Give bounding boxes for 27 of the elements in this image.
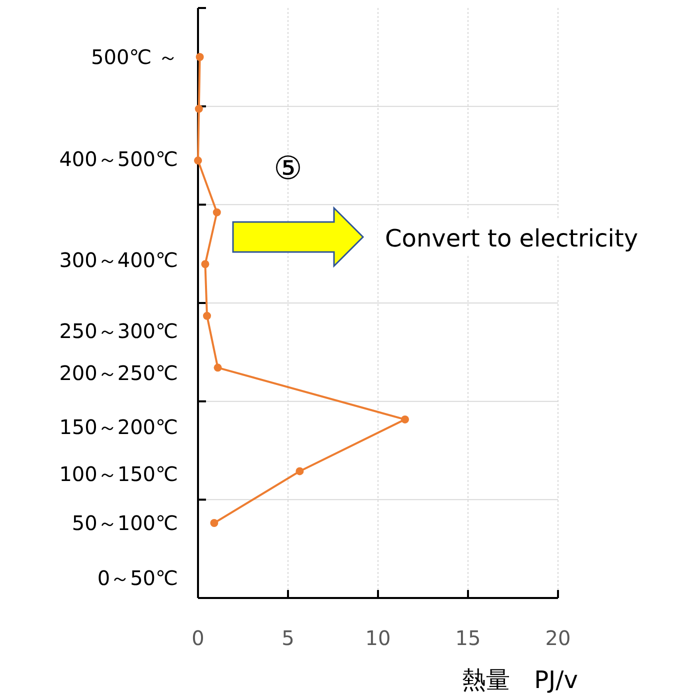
annotation: Convert to electricity	[385, 224, 638, 252]
text: 400～500℃	[59, 147, 178, 171]
point	[214, 364, 222, 372]
x-tick-label: 15	[455, 626, 481, 650]
point	[212, 208, 221, 216]
annotation: ⑤	[274, 149, 302, 188]
point	[201, 260, 210, 268]
text: 200～250℃	[59, 361, 178, 385]
point	[203, 312, 211, 320]
point	[194, 156, 202, 165]
text: 50～100℃	[72, 511, 178, 535]
text: 0～50℃	[97, 566, 178, 590]
text: 100～150℃	[59, 462, 178, 486]
text: 300～400℃	[59, 248, 178, 272]
point	[196, 53, 204, 61]
point	[401, 415, 409, 424]
x-tick-label: 5	[282, 626, 294, 650]
point	[296, 467, 304, 476]
x-tick-label: 0	[192, 626, 204, 650]
text: 500℃ ～	[91, 45, 178, 69]
text: 150～200℃	[59, 415, 178, 439]
point	[210, 519, 218, 527]
text: 250～300℃	[59, 319, 178, 343]
x-tick-label: 10	[365, 626, 391, 650]
x-axis-title: 熱量 PJ/v	[462, 666, 578, 694]
point	[194, 104, 203, 113]
x-tick-label: 20	[545, 626, 571, 650]
